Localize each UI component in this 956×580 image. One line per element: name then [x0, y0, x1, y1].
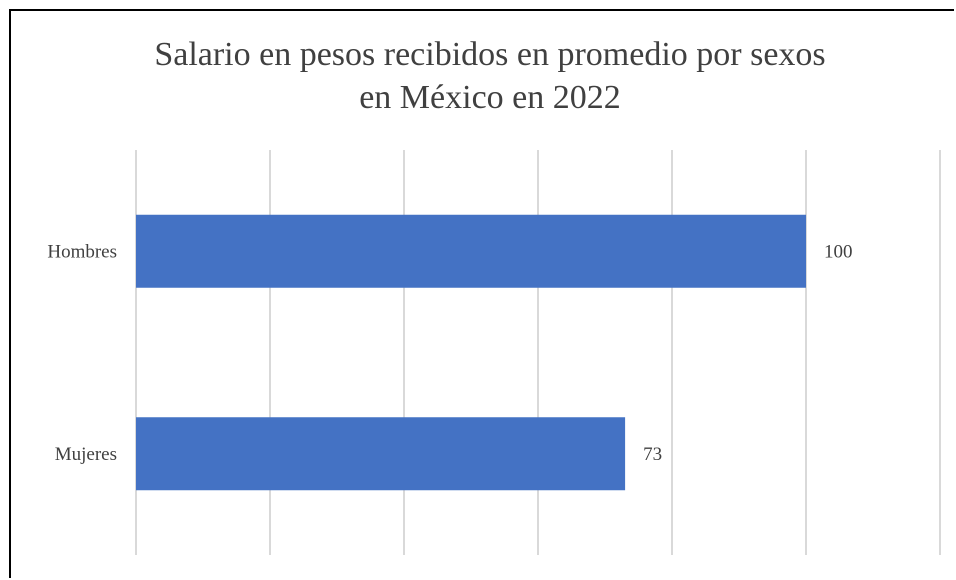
chart-frame: [9, 9, 954, 578]
category-label-hombres: Hombres: [47, 241, 117, 262]
data-label-hombres: 100: [824, 241, 853, 262]
category-label-mujeres: Mujeres: [55, 444, 117, 465]
chart-title: Salario en pesos recibidos en promedio p…: [0, 33, 956, 119]
bar-hombres: [136, 214, 806, 288]
chart-title-line-2: en México en 2022: [359, 79, 621, 116]
bar-mujeres: [136, 417, 626, 491]
chart-title-line-1: Salario en pesos recibidos en promedio p…: [154, 36, 826, 73]
data-label-mujeres: 73: [643, 444, 662, 465]
